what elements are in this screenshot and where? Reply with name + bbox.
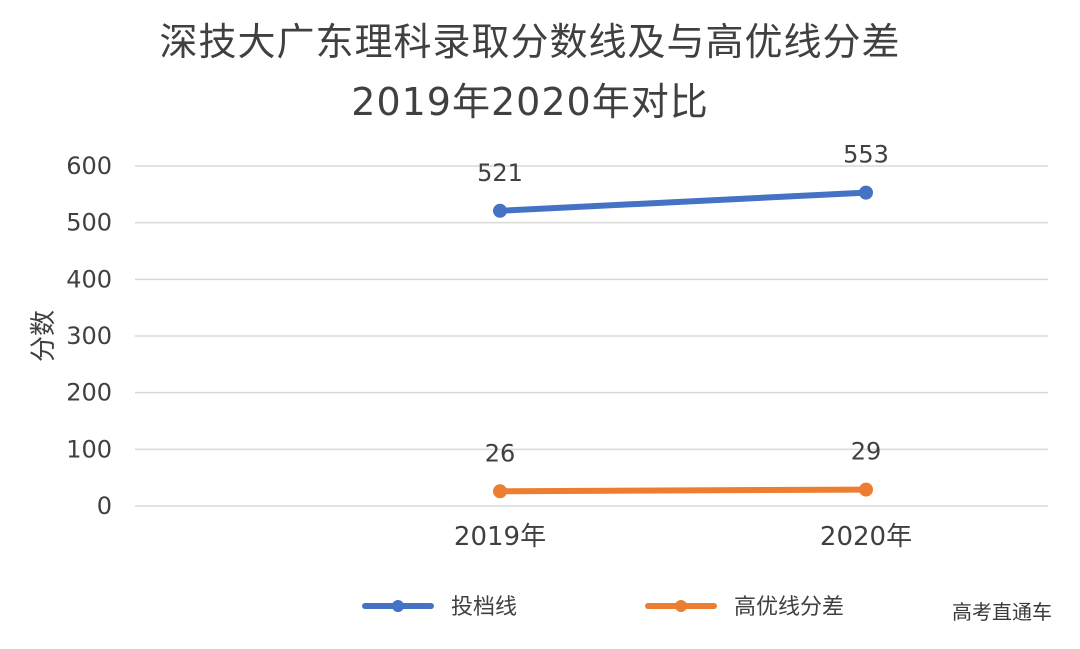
data-point (859, 185, 873, 200)
x-category-label: 2020年 (820, 522, 912, 552)
legend: 投档线 高优线分差 (362, 595, 844, 620)
chart-title: 深技大广东理科录取分数线及与高优线分差 (159, 20, 901, 64)
data-label: 521 (477, 159, 523, 187)
x-axis-categories: 2019年 2020年 (454, 522, 912, 552)
y-tick-label: 600 (66, 152, 112, 180)
chart-subtitle: 2019年2020年对比 (351, 80, 709, 124)
data-point (859, 482, 873, 497)
data-point (493, 484, 507, 499)
series-line (497, 486, 869, 495)
y-axis-ticks: 0 100 200 300 400 500 600 (66, 152, 112, 520)
series-lines (493, 185, 873, 499)
y-axis-title: 分数 (29, 310, 59, 362)
y-tick-label: 500 (66, 209, 112, 237)
legend-label: 高优线分差 (734, 595, 844, 620)
legend-label: 投档线 (451, 595, 517, 620)
y-tick-label: 400 (66, 265, 112, 293)
data-label: 553 (843, 141, 889, 169)
gridlines (135, 165, 1048, 507)
data-label: 26 (485, 439, 516, 467)
data-label: 29 (851, 438, 882, 466)
series-line (497, 189, 869, 214)
data-labels: 521 553 26 29 (477, 141, 889, 468)
legend-marker (675, 600, 687, 612)
y-tick-label: 0 (97, 492, 112, 520)
y-tick-label: 200 (66, 379, 112, 407)
legend-marker (392, 600, 404, 612)
watermark-text: 高考直通车 (952, 600, 1052, 624)
x-category-label: 2019年 (454, 522, 546, 552)
y-tick-label: 300 (66, 322, 112, 350)
y-tick-label: 100 (66, 435, 112, 463)
data-point (493, 203, 507, 218)
